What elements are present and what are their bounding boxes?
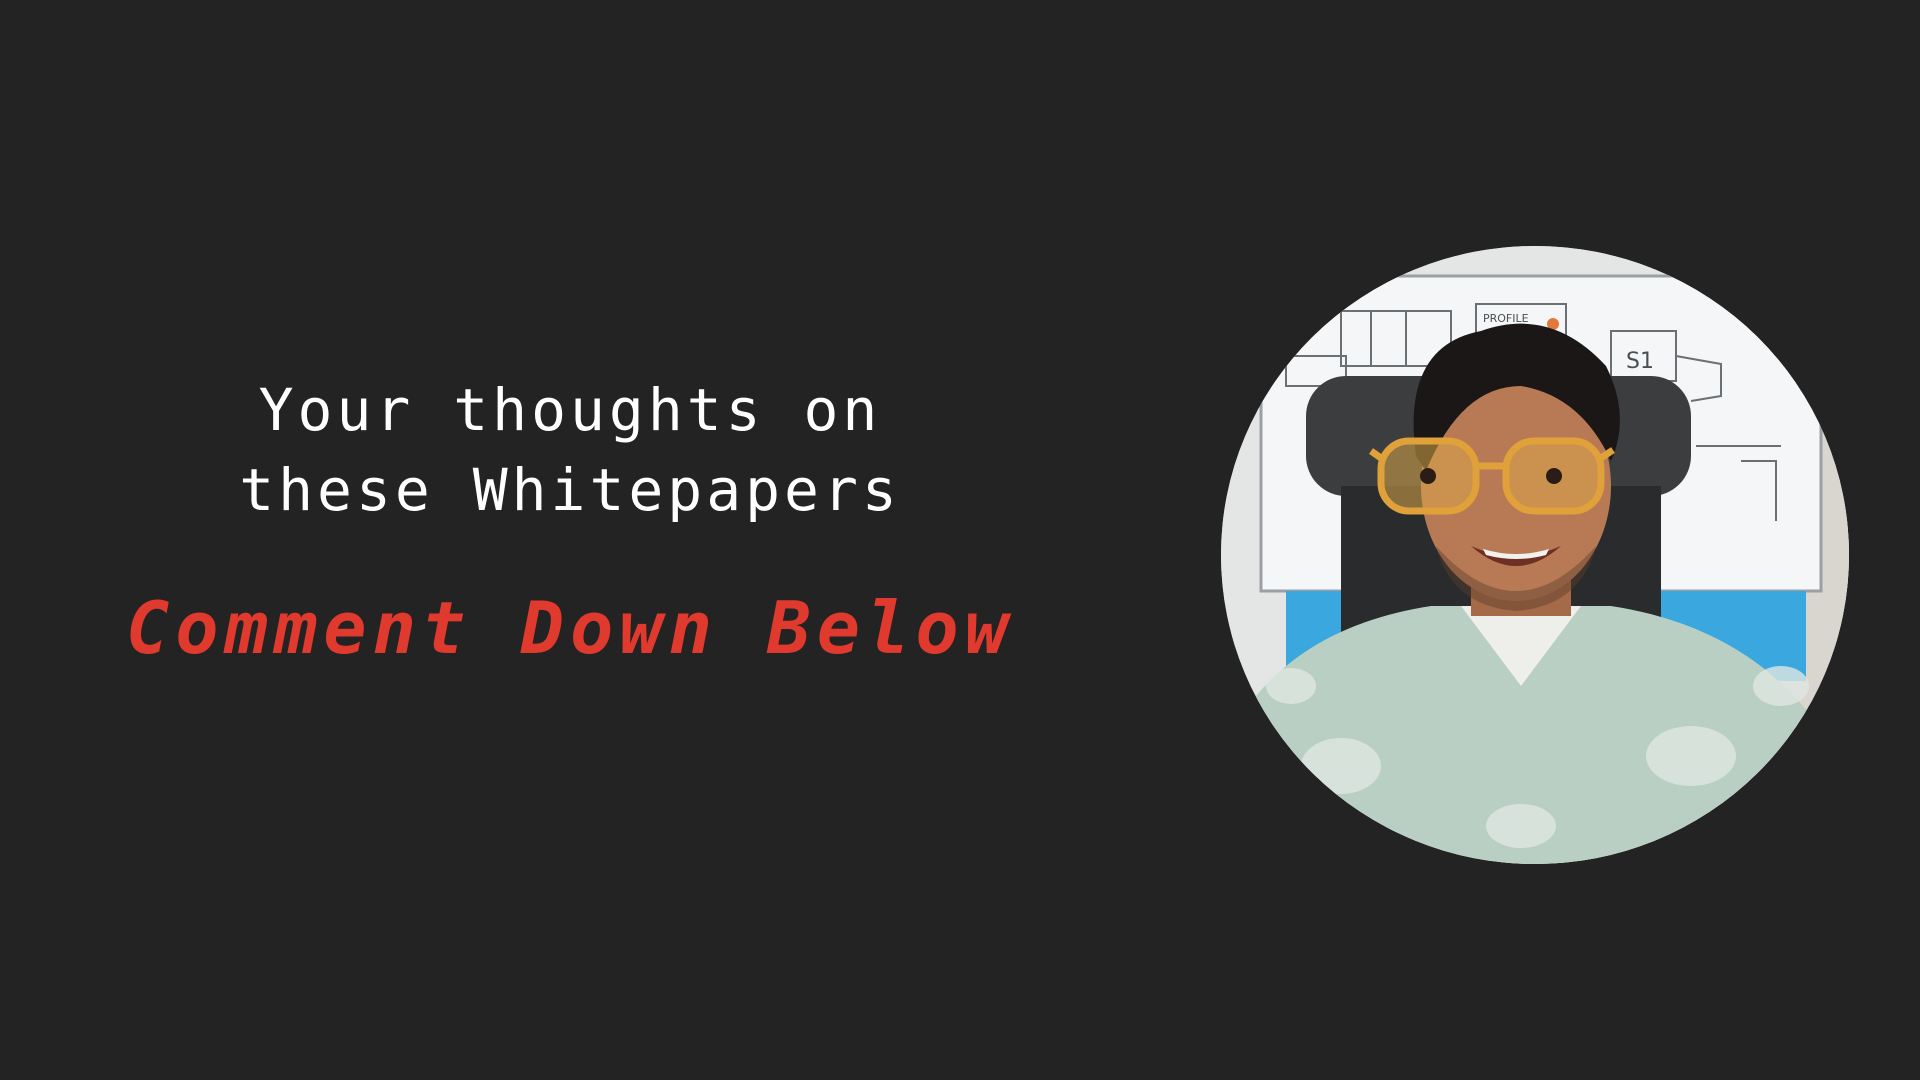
whiteboard-magnet (1547, 318, 1559, 330)
heading-line-2: these Whitepapers (239, 456, 901, 524)
shirt-floral-pattern (1266, 666, 1809, 848)
presenter-undershirt (1461, 606, 1581, 686)
presenter-shirt (1221, 606, 1849, 864)
presenter-right-eye (1546, 468, 1562, 484)
whiteboard-box-label: S1 (1626, 349, 1654, 374)
presenter-left-eye (1420, 468, 1436, 484)
presenter-hair (1413, 323, 1620, 471)
heading-line-1: Your thoughts on (258, 376, 882, 444)
call-to-action-text: Comment Down Below (125, 586, 1015, 670)
text-block: Your thoughts on these Whitepapers Comme… (120, 370, 1020, 670)
presenter-teeth (1483, 549, 1549, 559)
presenter-beard (1436, 546, 1596, 611)
presenter-webcam-circle: PROFILE S1 (1221, 246, 1849, 864)
whiteboard-label: PROFILE (1483, 312, 1529, 325)
heading: Your thoughts on these Whitepapers (120, 370, 1020, 530)
presenter-webcam-illustration: PROFILE S1 (1221, 246, 1849, 864)
